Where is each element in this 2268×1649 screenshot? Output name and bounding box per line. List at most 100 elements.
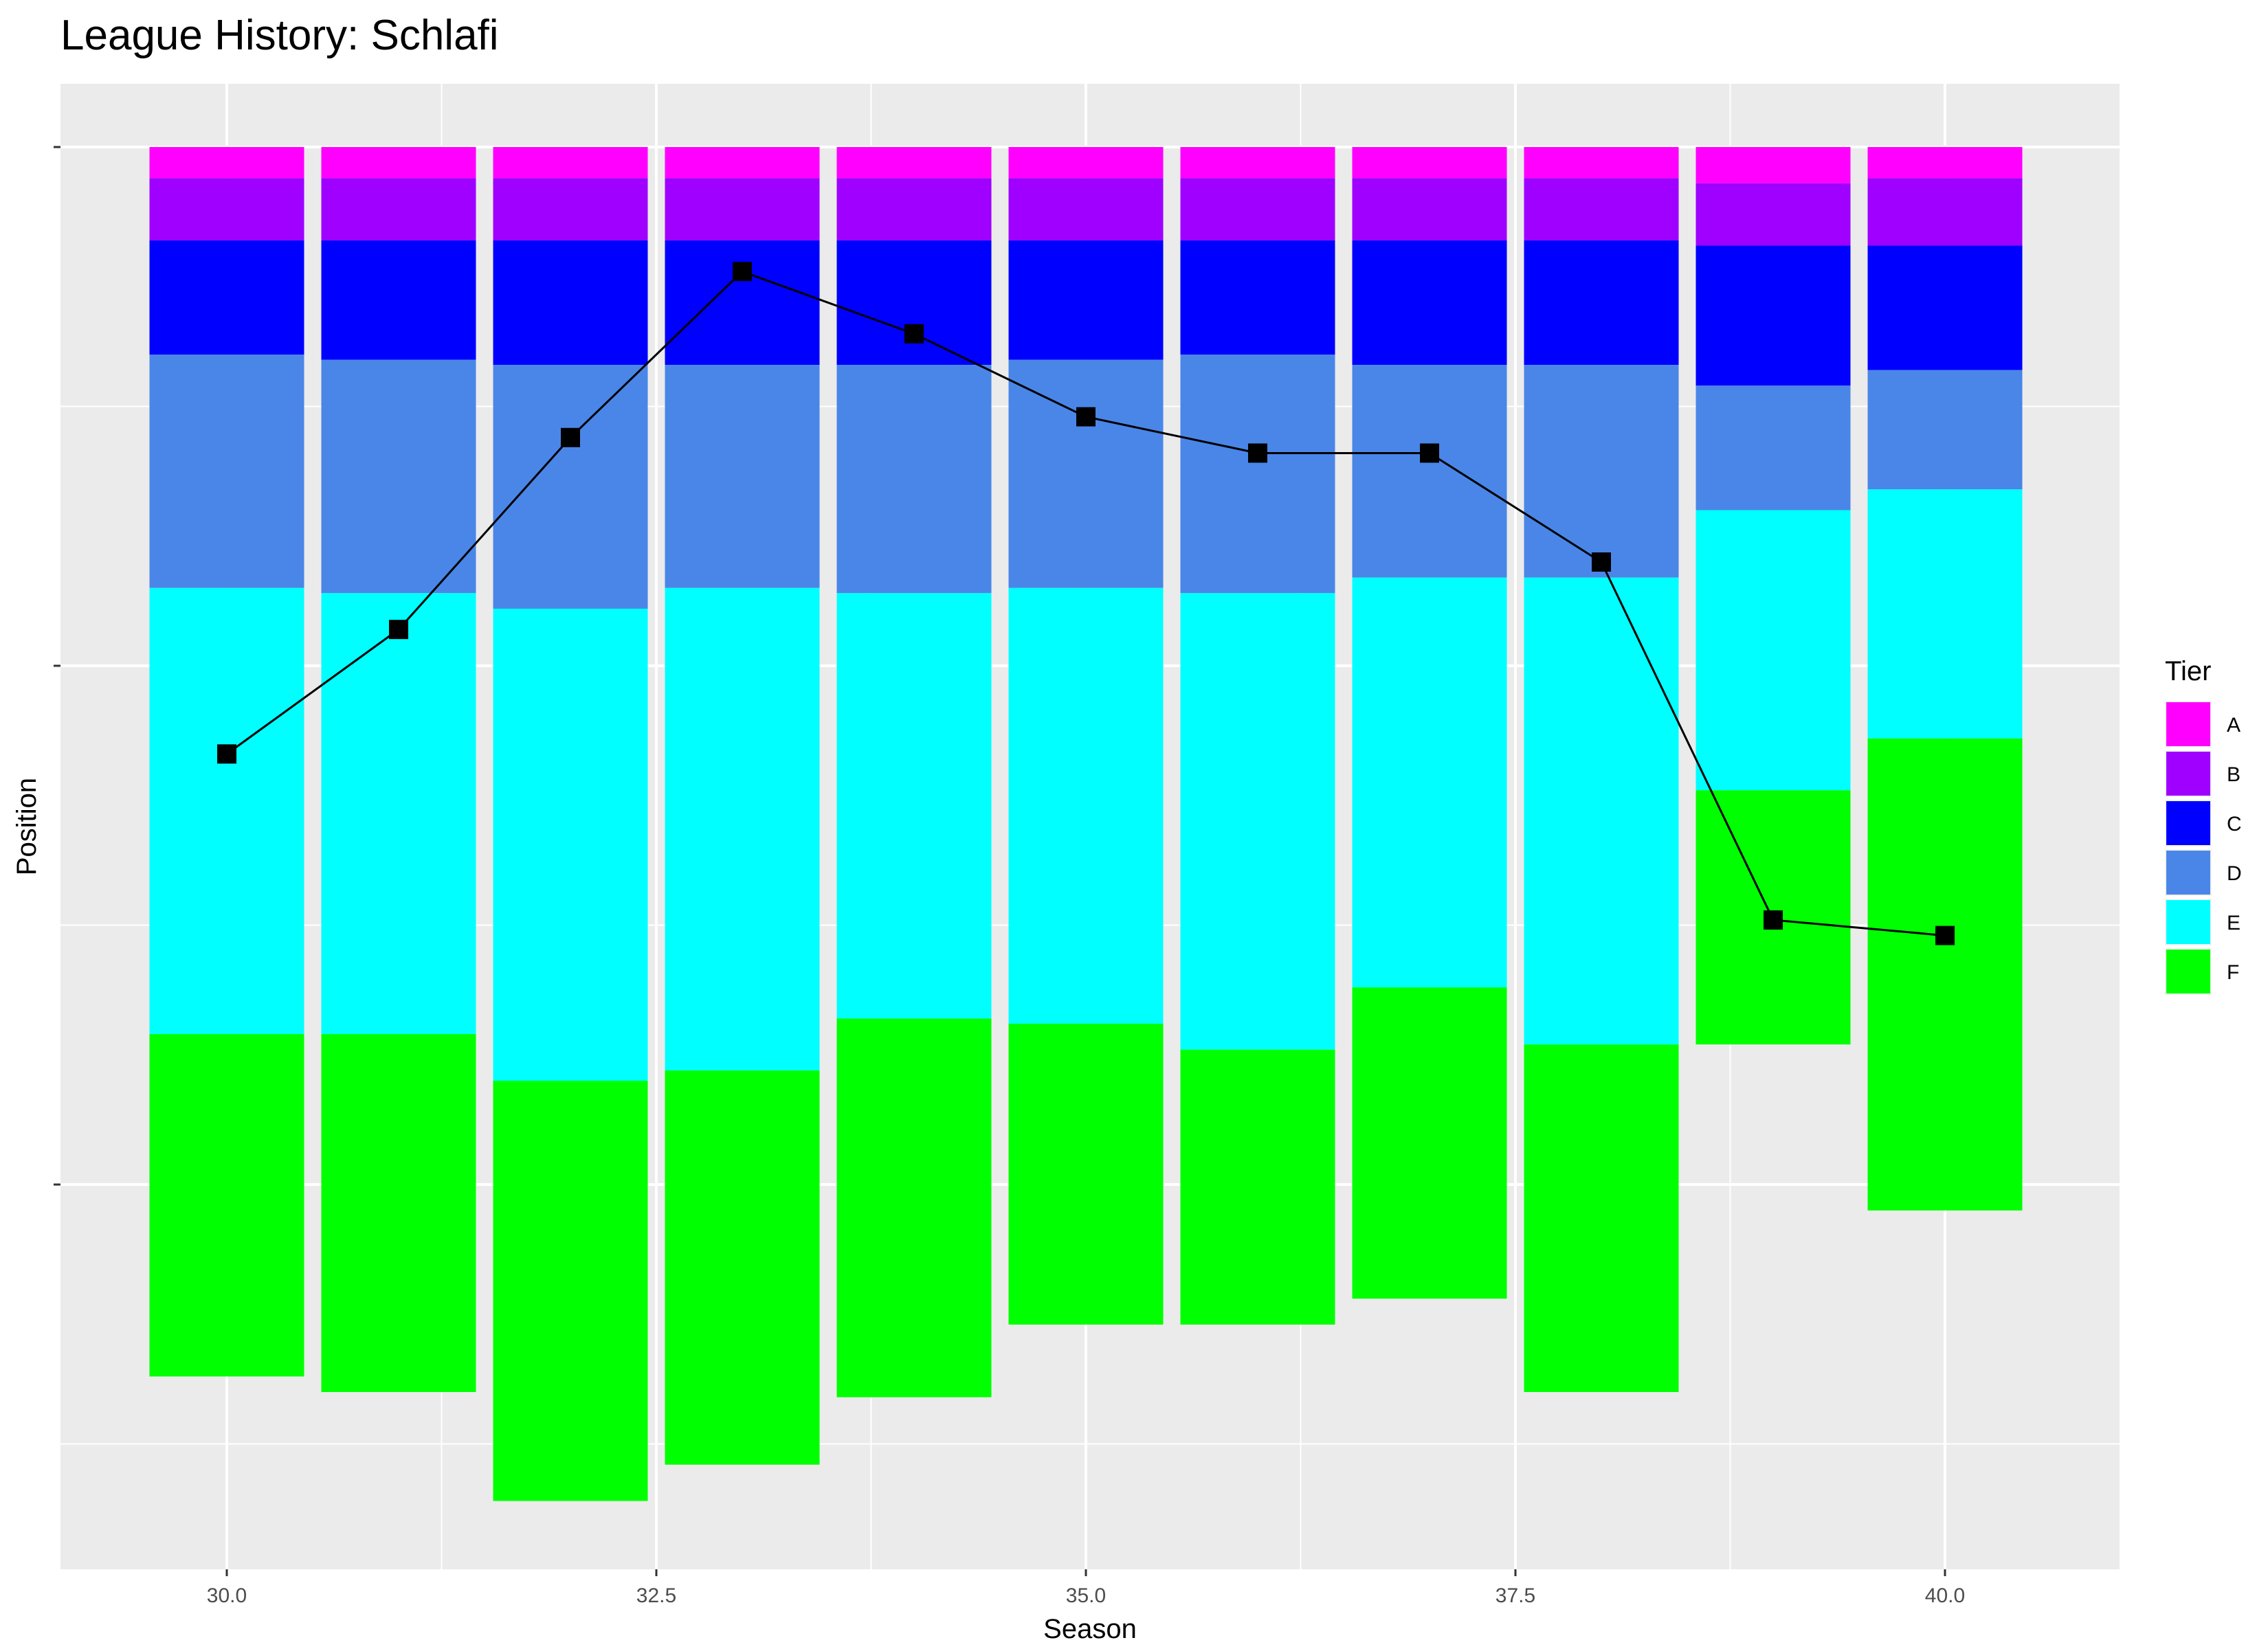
bar-segment-b-season-34 xyxy=(836,178,992,240)
legend-swatch-c xyxy=(2166,801,2210,845)
position-marker-season-36 xyxy=(1248,443,1267,463)
position-series xyxy=(217,262,1955,945)
legend-title: Tier xyxy=(2165,656,2211,686)
bar-segment-b-season-38 xyxy=(1524,178,1679,240)
bar-segment-c-season-30 xyxy=(149,240,304,355)
bar-segment-d-season-39 xyxy=(1696,385,1851,511)
bar-segment-d-season-31 xyxy=(321,359,476,594)
bar-segment-c-season-34 xyxy=(836,240,992,366)
x-axis: 30.0 32.5 35.0 37.5 40.0 xyxy=(207,1569,1965,1607)
legend-label-a: A xyxy=(2227,714,2241,737)
legend-swatch-a xyxy=(2166,702,2210,746)
bar-segment-b-season-33 xyxy=(665,178,820,240)
position-marker-season-31 xyxy=(389,620,408,640)
bar-segment-d-season-37 xyxy=(1352,365,1507,578)
legend-label-f: F xyxy=(2227,961,2239,984)
position-marker-season-39 xyxy=(1764,910,1783,930)
legend-swatch-d xyxy=(2166,851,2210,895)
legend-label-b: B xyxy=(2227,763,2241,786)
bar-segment-e-season-34 xyxy=(836,593,992,1019)
bar-segment-a-season-39 xyxy=(1696,147,1851,183)
bar-segment-f-season-31 xyxy=(321,1034,476,1392)
bar-segment-d-season-32 xyxy=(493,365,648,609)
bar-segment-e-season-39 xyxy=(1696,510,1851,791)
bar-segment-e-season-33 xyxy=(665,587,820,1070)
position-marker-season-40 xyxy=(1935,926,1955,945)
y-axis xyxy=(54,146,60,1186)
bar-segment-d-season-34 xyxy=(836,365,992,594)
position-marker-season-30 xyxy=(217,744,236,764)
bar-segment-a-season-31 xyxy=(321,147,476,179)
bar-segment-e-season-30 xyxy=(149,587,304,1035)
bar-segment-e-season-37 xyxy=(1352,577,1507,988)
bar-segment-d-season-36 xyxy=(1180,355,1335,594)
bar-segment-a-season-33 xyxy=(665,147,820,179)
bar-segment-f-season-37 xyxy=(1352,987,1507,1299)
bar-segment-b-season-37 xyxy=(1352,178,1507,240)
bar-segment-a-season-32 xyxy=(493,147,648,179)
legend-items: A B C D E F xyxy=(2165,701,2242,995)
x-tick-label: 37.5 xyxy=(1496,1584,1535,1607)
bar-segment-b-season-36 xyxy=(1180,178,1335,240)
bar-segment-b-season-32 xyxy=(493,178,648,240)
bar-segment-c-season-33 xyxy=(665,240,820,366)
stacked-bars xyxy=(149,147,2023,1501)
bar-segment-c-season-39 xyxy=(1696,245,1851,386)
y-axis-title: Position xyxy=(12,778,42,875)
x-tick-label: 35.0 xyxy=(1066,1584,1106,1607)
position-marker-season-35 xyxy=(1076,407,1096,427)
bar-segment-f-season-34 xyxy=(836,1018,992,1398)
position-marker-season-34 xyxy=(904,324,924,344)
position-marker-season-38 xyxy=(1592,552,1611,572)
bar-segment-e-season-40 xyxy=(1867,489,2023,739)
chart-title: League History: Schlafi xyxy=(60,12,499,59)
bar-segment-c-season-31 xyxy=(321,240,476,360)
bar-segment-f-season-40 xyxy=(1867,738,2023,1211)
bar-segment-a-season-30 xyxy=(149,147,304,179)
bar-segment-c-season-40 xyxy=(1867,245,2023,370)
bar-segment-d-season-33 xyxy=(665,365,820,588)
bar-segment-e-season-32 xyxy=(493,608,648,1081)
bar-segment-b-season-30 xyxy=(149,178,304,240)
bar-segment-a-season-36 xyxy=(1180,147,1335,179)
bar-segment-e-season-36 xyxy=(1180,593,1335,1050)
x-tick-label: 30.0 xyxy=(207,1584,247,1607)
bar-segment-f-season-38 xyxy=(1524,1044,1679,1392)
bar-segment-d-season-35 xyxy=(1008,359,1164,588)
bar-segment-d-season-30 xyxy=(149,355,304,588)
legend-label-d: D xyxy=(2227,862,2242,885)
legend: Tier A B C D E F xyxy=(2165,656,2242,995)
bar-segment-a-season-38 xyxy=(1524,147,1679,179)
bar-segment-a-season-37 xyxy=(1352,147,1507,179)
x-tick-label: 32.5 xyxy=(636,1584,676,1607)
bar-segment-a-season-34 xyxy=(836,147,992,179)
bar-segment-f-season-35 xyxy=(1008,1023,1164,1325)
bar-segment-e-season-35 xyxy=(1008,587,1164,1024)
bar-segment-b-season-39 xyxy=(1696,183,1851,246)
bar-segment-b-season-40 xyxy=(1867,178,2023,246)
legend-swatch-f xyxy=(2166,950,2210,994)
bar-segment-f-season-33 xyxy=(665,1070,820,1465)
bar-segment-a-season-40 xyxy=(1867,147,2023,179)
bar-segment-a-season-35 xyxy=(1008,147,1164,179)
bar-segment-c-season-38 xyxy=(1524,240,1679,366)
bar-segment-f-season-30 xyxy=(149,1034,304,1377)
bar-segment-e-season-38 xyxy=(1524,577,1679,1045)
legend-label-c: C xyxy=(2227,813,2242,835)
bar-segment-c-season-35 xyxy=(1008,240,1164,360)
bar-segment-d-season-38 xyxy=(1524,365,1679,578)
bar-segment-f-season-36 xyxy=(1180,1049,1335,1325)
bar-segment-f-season-32 xyxy=(493,1081,648,1501)
bar-segment-b-season-31 xyxy=(321,178,476,240)
bar-segment-c-season-37 xyxy=(1352,240,1507,366)
bar-segment-c-season-36 xyxy=(1180,240,1335,355)
legend-label-e: E xyxy=(2227,912,2241,934)
x-axis-title: Season xyxy=(1043,1614,1137,1644)
x-tick-label: 40.0 xyxy=(1925,1584,1965,1607)
legend-swatch-e xyxy=(2166,900,2210,944)
position-marker-season-32 xyxy=(561,427,580,447)
bar-segment-e-season-31 xyxy=(321,593,476,1035)
position-marker-season-37 xyxy=(1420,443,1439,463)
bar-segment-b-season-35 xyxy=(1008,178,1164,240)
